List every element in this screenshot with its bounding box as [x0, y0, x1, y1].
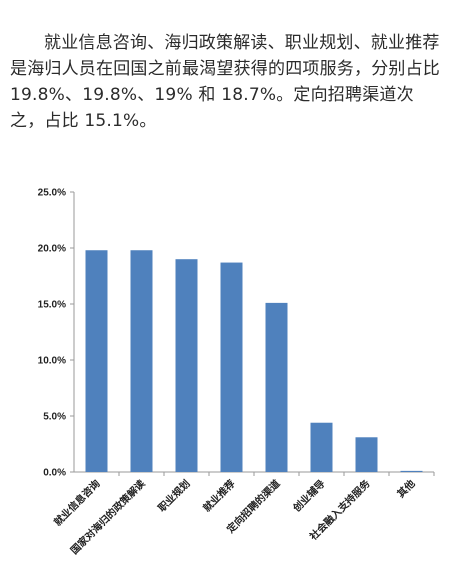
bar-4 [265, 302, 288, 472]
bar-5 [310, 422, 333, 472]
bar-chart: 0.0% 5.0% 10.0% 15.0% 20.0% 25.0% 就业信息咨询国家对海归… [38, 188, 435, 557]
x-category-label: 就业信息咨询 [51, 477, 103, 529]
y-tick-label: 0.0% [43, 468, 66, 479]
y-tick-label: 25.0% [38, 188, 66, 199]
article-paragraph: 就业信息咨询、海归政策解读、职业规划、就业推荐是海归人员在回国之前最渴望获得的四… [10, 33, 440, 131]
x-category-label: 国家对海归的政策解读 [68, 477, 148, 557]
x-category-label: 其他 [394, 477, 417, 500]
bar-0 [85, 250, 108, 472]
bar-1 [130, 250, 153, 472]
x-category-label: 就业推荐 [200, 477, 237, 514]
y-tick-label: 20.0% [38, 244, 66, 255]
bar-3 [220, 262, 243, 472]
bar-7 [400, 470, 423, 472]
y-tick-label: 5.0% [43, 412, 66, 423]
x-category-label: 职业规划 [155, 477, 192, 514]
x-category-label: 创业辅导 [289, 477, 327, 515]
bar-6 [355, 437, 378, 472]
bar-2 [175, 259, 198, 472]
y-tick-label: 15.0% [38, 300, 66, 311]
y-tick-label: 10.0% [38, 356, 66, 367]
